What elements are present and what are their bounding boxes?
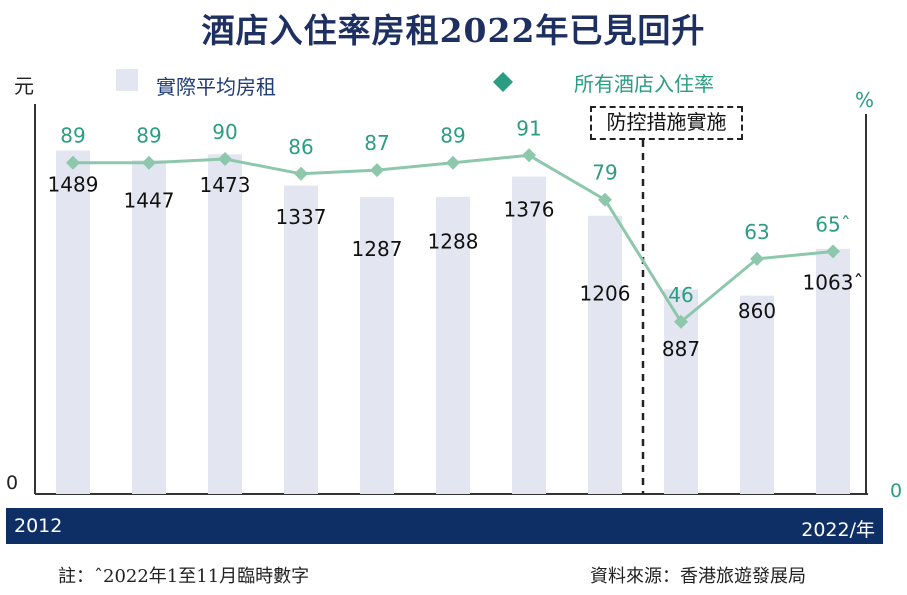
rent-bar (588, 215, 622, 495)
rent-bar (208, 154, 242, 494)
timeline-band: 2012 2022/年 (6, 508, 883, 544)
occupancy-label: 89 (440, 124, 465, 148)
legend-bar-swatch (116, 69, 138, 91)
rent-bar (284, 185, 318, 494)
right-axis-unit: % (855, 88, 875, 112)
occupancy-label: 86 (288, 135, 313, 159)
occupancy-label: 65ˆ (815, 213, 850, 237)
rent-bar (56, 150, 90, 494)
occupancy-marker (826, 244, 840, 259)
rent-bar (132, 160, 166, 494)
rent-label: 1287 (352, 237, 403, 261)
occupancy-marker (218, 152, 232, 166)
occupancy-marker (370, 163, 384, 178)
rent-label: 1063ˆ (803, 271, 864, 295)
legend-line-label: 所有酒店入住率 (574, 72, 714, 96)
occupancy-label: 91 (516, 116, 541, 140)
measure-annotation: 防控措施實施 (590, 106, 743, 140)
left-axis-unit: 元 (14, 74, 34, 98)
rent-label: 1206 (580, 282, 631, 306)
occupancy-marker (294, 166, 308, 181)
occupancy-marker (522, 148, 536, 163)
rent-bar (816, 248, 850, 494)
rent-label: 1376 (504, 197, 555, 221)
rent-bar (740, 295, 774, 494)
left-axis-zero-label: 0 (6, 472, 19, 494)
occupancy-marker (598, 192, 612, 207)
timeline-start-label: 2012 (14, 515, 63, 537)
footnote: 註：ˆ2022年1至11月臨時數字 (58, 566, 310, 587)
rent-label: 887 (662, 337, 700, 361)
occupancy-label: 89 (60, 124, 85, 148)
rent-label: 1489 (48, 173, 99, 197)
rent-label: 1447 (124, 189, 175, 213)
occupancy-marker (66, 155, 80, 170)
occupancy-label: 87 (364, 131, 389, 155)
rent-bar (436, 196, 470, 494)
occupancy-marker (674, 314, 688, 329)
rent-label: 860 (738, 299, 776, 323)
right-axis-zero-label: 0 (890, 480, 903, 502)
occupancy-label: 90 (212, 120, 237, 144)
rent-bar (512, 176, 546, 494)
rent-label: 1473 (200, 173, 251, 197)
legend-bar-label: 實際平均房租 (156, 75, 276, 99)
source-note: 資料來源：香港旅遊發展局 (590, 566, 806, 587)
timeline-end-label: 2022/年 (801, 519, 875, 541)
occupancy-label: 89 (136, 124, 161, 148)
rent-label: 1288 (428, 230, 479, 254)
chart-title: 酒店入住率房租2022年已見回升 (201, 11, 706, 50)
diamond-icon (493, 72, 513, 92)
rent-bar (360, 197, 394, 494)
occupancy-marker (750, 251, 764, 266)
occupancy-label: 63 (744, 220, 769, 244)
rent-label: 1337 (276, 205, 327, 229)
occupancy-label: 46 (668, 283, 693, 307)
occupancy-label: 79 (592, 161, 617, 185)
occupancy-marker (446, 155, 460, 170)
occupancy-marker (142, 155, 156, 170)
